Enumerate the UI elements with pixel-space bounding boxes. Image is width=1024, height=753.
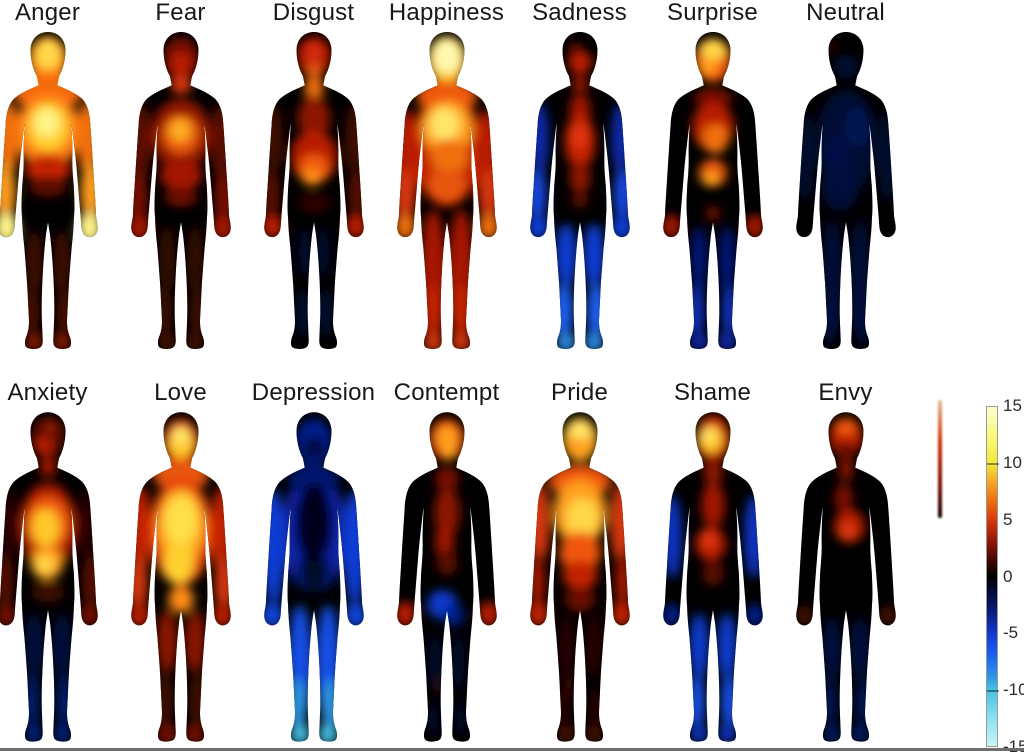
emotion-label-anger: Anger <box>14 0 81 26</box>
emotion-label-fear: Fear <box>155 0 206 26</box>
body-map-grid: Anger Fear Disgust Happiness Sadness Surprise… <box>0 0 912 751</box>
colorbar-tickmark-10 <box>987 462 999 465</box>
colorbar: 15 10 5 0 -5 -10 -15 <box>986 396 1024 753</box>
body-map-anger <box>0 32 98 349</box>
colorbar-tickmark--10 <box>987 690 999 693</box>
body-map-contempt <box>396 412 497 742</box>
body-map-pride <box>529 412 630 742</box>
colorbar-tick-label-15: 15 <box>1003 396 1022 415</box>
body-map-cell-happiness: Happiness <box>380 0 513 358</box>
body-map-sadness <box>529 32 630 349</box>
body-map-cell-neutral: Neutral <box>779 0 912 358</box>
body-map-cell-pride: Pride <box>513 380 646 751</box>
body-map-cell-contempt: Contempt <box>380 380 513 751</box>
body-map-neutral <box>795 32 896 349</box>
body-map-cell-anxiety: Anxiety <box>0 380 114 751</box>
bottom-border-line <box>0 748 1024 751</box>
body-map-cell-shame: Shame <box>646 380 779 751</box>
colorbar-tick-label-10: 10 <box>1003 452 1022 472</box>
emotion-label-shame: Shame <box>673 379 752 406</box>
body-map-cell-love: Love <box>114 380 247 751</box>
body-map-cell-surprise: Surprise <box>646 0 779 358</box>
colorbar-tick-label--10: -10 <box>1003 680 1024 700</box>
emotion-label-envy: Envy <box>818 379 873 406</box>
body-map-cell-anger: Anger <box>0 0 114 358</box>
body-map-cell-depression: Depression <box>247 380 380 751</box>
body-map-disgust <box>263 32 364 349</box>
body-map-envy <box>795 412 896 742</box>
emotion-label-love: Love <box>154 379 207 406</box>
emotion-label-pride: Pride <box>550 379 609 406</box>
body-map-shame <box>662 412 763 742</box>
body-map-love <box>130 412 231 742</box>
emotion-label-surprise: Surprise <box>667 0 758 26</box>
body-map-happiness <box>396 32 497 349</box>
colorbar-gradient <box>986 406 999 747</box>
colorbar-tick-label-0: 0 <box>1003 566 1013 586</box>
body-map-cell-sadness: Sadness <box>513 0 646 358</box>
body-map-row-top: Anger Fear Disgust Happiness Sadness Surprise… <box>0 0 912 358</box>
body-map-row-bottom: Anxiety Love Depression Contempt Pride Shame E… <box>0 380 912 751</box>
emotion-label-depression: Depression <box>251 379 376 406</box>
emotion-label-anxiety: Anxiety <box>7 379 88 406</box>
emotion-label-sadness: Sadness <box>532 0 627 26</box>
body-map-depression <box>263 412 364 742</box>
emotion-label-happiness: Happiness <box>388 0 505 26</box>
colorbar-tick-label-5: 5 <box>1003 509 1013 529</box>
body-map-cell-envy: Envy <box>779 380 912 751</box>
body-map-cell-fear: Fear <box>114 0 247 358</box>
emotion-label-contempt: Contempt <box>393 379 500 406</box>
body-map-cell-disgust: Disgust <box>247 0 380 358</box>
body-map-fear <box>130 32 231 349</box>
colorbar-tick-label--5: -5 <box>1003 623 1019 643</box>
emotion-label-neutral: Neutral <box>806 0 885 26</box>
cropped-figure-sliver <box>938 400 942 518</box>
body-map-anxiety <box>0 412 98 742</box>
emotion-label-disgust: Disgust <box>272 0 355 26</box>
body-map-surprise <box>662 32 763 349</box>
